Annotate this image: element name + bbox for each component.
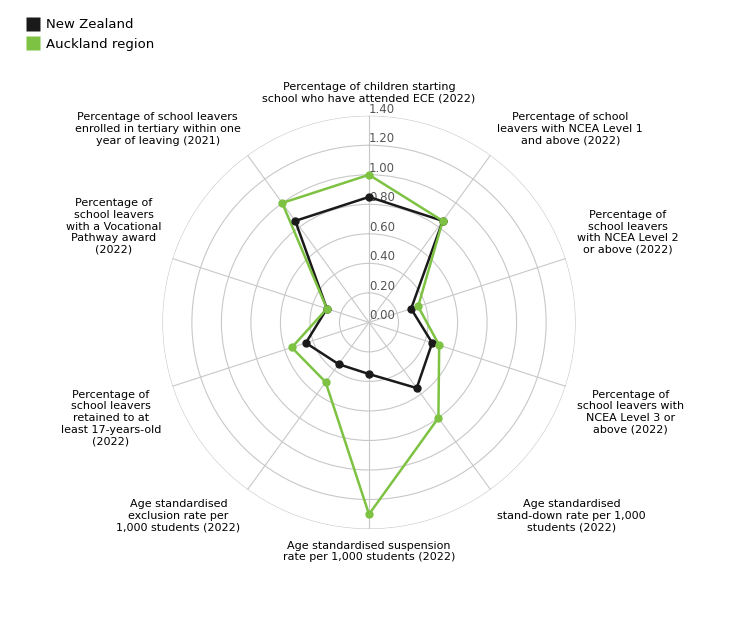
Point xyxy=(276,198,288,208)
Point xyxy=(363,170,375,180)
Text: Percentage of school leavers
enrolled in tertiary within one
year of leaving (20: Percentage of school leavers enrolled in… xyxy=(75,113,241,146)
Point xyxy=(413,301,424,311)
Text: Percentage of school
leavers with NCEA Level 1
and above (2022): Percentage of school leavers with NCEA L… xyxy=(497,113,643,146)
Point xyxy=(363,369,375,379)
Point xyxy=(320,377,331,387)
Point xyxy=(427,338,438,348)
Point xyxy=(411,383,423,393)
Point xyxy=(321,304,333,314)
Point xyxy=(363,510,375,520)
Text: Percentage of
school leavers
with a Vocational
Pathway award
(2022): Percentage of school leavers with a Voca… xyxy=(66,198,161,255)
Point xyxy=(321,304,333,314)
Text: Percentage of
school leavers
with NCEA Level 2
or above (2022): Percentage of school leavers with NCEA L… xyxy=(577,210,678,255)
Point xyxy=(433,340,445,350)
Point xyxy=(300,338,311,348)
Point xyxy=(363,192,375,202)
Text: Percentage of children starting
school who have attended ECE (2022): Percentage of children starting school w… xyxy=(263,83,475,104)
Point xyxy=(437,216,449,226)
Point xyxy=(432,413,444,423)
Legend: New Zealand, Auckland region: New Zealand, Auckland region xyxy=(21,13,160,56)
Point xyxy=(333,359,345,369)
Text: Age standardised
exclusion rate per
1,000 students (2022): Age standardised exclusion rate per 1,00… xyxy=(117,499,241,532)
Text: Percentage of
school leavers with
NCEA Level 3 or
above (2022): Percentage of school leavers with NCEA L… xyxy=(577,390,684,434)
Point xyxy=(289,216,301,226)
Text: Age standardised suspension
rate per 1,000 students (2022): Age standardised suspension rate per 1,0… xyxy=(283,541,455,562)
Text: Percentage of
school leavers
retained to at
least 17-years-old
(2022): Percentage of school leavers retained to… xyxy=(61,390,161,446)
Point xyxy=(405,304,417,314)
Point xyxy=(437,216,449,226)
Point xyxy=(286,342,297,352)
Text: Age standardised
stand-down rate per 1,000
students (2022): Age standardised stand-down rate per 1,0… xyxy=(497,499,646,532)
